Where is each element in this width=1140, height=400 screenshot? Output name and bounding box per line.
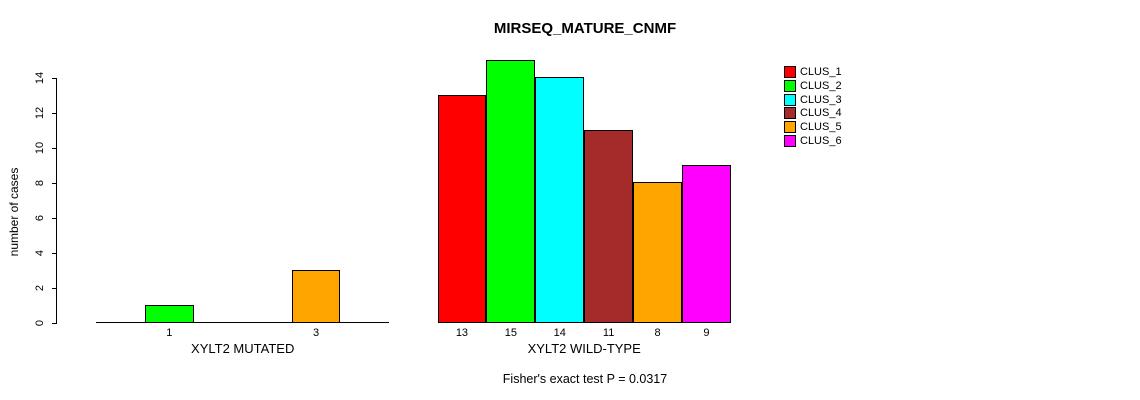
bar-xylt2-wild-type-clus-6 <box>682 164 731 323</box>
bar-value-label: 8 <box>654 327 661 339</box>
y-tick <box>52 322 57 324</box>
bar-xylt2-mutated-clus-5 <box>291 269 341 323</box>
bar-value-label: 3 <box>312 327 320 339</box>
y-tick <box>52 147 57 149</box>
x-group-label-xylt2-wild-type: XYLT2 WILD-TYPE <box>527 341 641 356</box>
legend-item: CLUS_6 <box>784 134 842 148</box>
legend-item: CLUS_2 <box>784 79 842 93</box>
chart-title: MIRSEQ_MATURE_CNMF <box>493 20 677 37</box>
legend-label: CLUS_5 <box>800 120 842 133</box>
bar-value-label: 15 <box>504 327 517 339</box>
y-tick <box>52 287 57 289</box>
legend-label: CLUS_1 <box>800 66 842 79</box>
y-tick-label: 10 <box>34 141 46 155</box>
y-tick-label: 0 <box>34 319 46 327</box>
legend-item: CLUS_3 <box>784 93 842 107</box>
bar-xylt2-wild-type-clus-5 <box>633 182 682 323</box>
y-tick-label: 4 <box>34 249 46 257</box>
legend-label: CLUS_4 <box>800 107 842 120</box>
legend-swatch-clus-4 <box>784 107 796 120</box>
legend-item: CLUS_4 <box>784 106 842 120</box>
y-tick-label: 8 <box>34 179 46 187</box>
y-tick <box>52 217 57 219</box>
y-tick <box>52 182 57 184</box>
legend-label: CLUS_6 <box>800 134 842 147</box>
legend-label: CLUS_2 <box>800 79 842 92</box>
bar-xylt2-wild-type-clus-4 <box>584 129 634 323</box>
bar-value-label: 13 <box>455 327 469 339</box>
y-axis-line <box>56 78 57 324</box>
bar-xylt2-wild-type-clus-2 <box>486 59 536 323</box>
bar-xylt2-wild-type-clus-1 <box>437 94 487 323</box>
y-tick <box>52 112 57 114</box>
legend-item: CLUS_1 <box>784 66 842 80</box>
legend-item: CLUS_5 <box>784 120 842 134</box>
bar-value-label: 9 <box>703 327 710 339</box>
legend-swatch-clus-2 <box>784 79 796 92</box>
baseline-xylt2-mutated <box>96 322 390 323</box>
legend-swatch-clus-1 <box>784 66 796 79</box>
legend-swatch-clus-5 <box>784 120 796 133</box>
x-group-label-xylt2-mutated: XYLT2 MUTATED <box>191 341 295 356</box>
bar-xylt2-wild-type-clus-3 <box>535 77 585 323</box>
legend-swatch-clus-6 <box>784 134 796 147</box>
y-tick <box>52 252 57 254</box>
y-tick-label: 6 <box>34 214 46 222</box>
y-axis-title: number of cases <box>7 167 21 257</box>
bar-value-label: 1 <box>166 327 173 339</box>
legend-swatch-clus-3 <box>784 93 796 106</box>
bar-value-label: 11 <box>602 327 615 339</box>
y-tick-label: 2 <box>34 284 46 292</box>
fisher-test-note: Fisher's exact test P = 0.0317 <box>502 372 668 386</box>
legend: CLUS_1 CLUS_2 CLUS_3 CLUS_4 CLUS_5 CLUS_6 <box>784 66 842 148</box>
bar-xylt2-mutated-clus-2 <box>144 304 194 323</box>
y-tick <box>52 77 57 79</box>
y-tick-label: 14 <box>34 71 46 85</box>
bar-value-label: 14 <box>553 327 566 339</box>
legend-label: CLUS_3 <box>800 93 842 106</box>
y-tick-label: 12 <box>34 106 46 120</box>
